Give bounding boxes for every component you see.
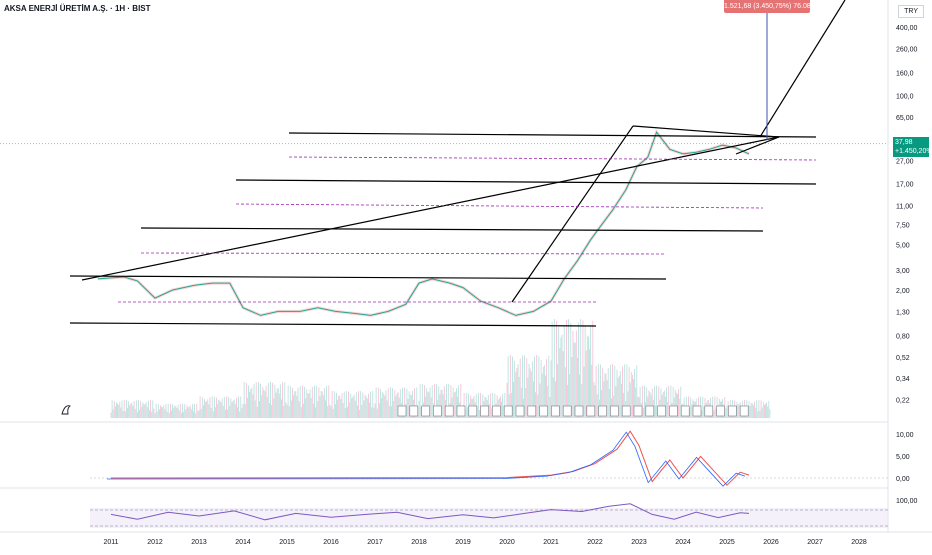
x-tick-label: 2022 <box>587 539 603 546</box>
earnings-event-marker <box>633 405 643 417</box>
macd-line <box>106 431 746 487</box>
x-tick-label: 2021 <box>543 539 559 546</box>
trend-line <box>235 179 817 185</box>
macd-y-tick-label: 0,00 <box>896 476 910 483</box>
trend-line <box>288 132 817 138</box>
y-tick-label: 1,30 <box>896 309 910 316</box>
x-tick-label: 2014 <box>235 539 251 546</box>
measure-label: 1.521,68 (3.450,75%) 76.084 <box>724 0 815 13</box>
x-tick-label: 2018 <box>411 539 427 546</box>
x-tick-label: 2016 <box>323 539 339 546</box>
earnings-event-marker <box>621 405 631 417</box>
earnings-event-marker <box>551 405 560 417</box>
y-tick-label: 7,50 <box>896 222 910 229</box>
y-tick-label: 27,00 <box>896 159 914 166</box>
x-tick-label: 2023 <box>631 539 647 546</box>
macd-y-tick-label: 5,00 <box>896 454 910 461</box>
dashed-level <box>235 203 764 209</box>
tv-logo-icon <box>61 405 71 415</box>
x-tick-label: 2013 <box>191 539 207 546</box>
earnings-event-marker <box>492 405 501 417</box>
x-tick-label: 2015 <box>279 539 295 546</box>
earnings-event-marker <box>421 405 430 417</box>
earnings-event-marker <box>598 405 607 417</box>
earnings-event-marker <box>562 405 572 417</box>
earnings-event-marker <box>645 405 655 417</box>
y-tick-label: 260,00 <box>896 46 918 53</box>
earnings-event-marker <box>680 405 690 417</box>
earnings-event-marker <box>657 405 666 417</box>
y-tick-label: 0,34 <box>896 376 910 383</box>
earnings-event-marker <box>444 405 454 417</box>
earnings-event-marker <box>669 405 678 417</box>
price-series <box>97 131 750 316</box>
earnings-event-marker <box>704 405 714 417</box>
earnings-event-marker <box>574 405 584 417</box>
trend-line <box>759 0 846 138</box>
y-tick-label: 400,00 <box>896 25 918 32</box>
earnings-event-marker <box>728 405 737 417</box>
earnings-event-marker <box>610 405 619 417</box>
earnings-event-marker <box>433 405 442 417</box>
trend-line <box>69 322 597 327</box>
earnings-event-marker <box>503 405 513 417</box>
earnings-event-marker <box>480 405 489 417</box>
trend-line <box>69 275 667 280</box>
dashed-level <box>288 156 817 161</box>
rsi-y-tick-label: 100,00 <box>896 498 918 505</box>
price-series-shadow <box>97 129 750 317</box>
trend-line <box>140 227 764 232</box>
x-tick-label: 2012 <box>147 539 163 546</box>
y-tick-label: 17,00 <box>896 182 914 189</box>
currency-label[interactable]: TRY <box>898 5 924 18</box>
trend-line <box>81 136 780 281</box>
y-tick-label: 2,00 <box>896 288 910 295</box>
y-tick-label: 0,80 <box>896 334 910 341</box>
earnings-event-marker <box>716 405 725 417</box>
x-tick-label: 2028 <box>851 539 867 546</box>
trend-line <box>511 125 634 303</box>
x-tick-label: 2019 <box>455 539 471 546</box>
y-tick-label: 0,52 <box>896 355 910 362</box>
rsi-band <box>90 508 888 528</box>
earnings-event-marker <box>739 405 749 417</box>
x-tick-label: 2017 <box>367 539 383 546</box>
x-tick-label: 2026 <box>763 539 779 546</box>
y-tick-label: 0,22 <box>896 398 910 405</box>
last-price-tag: 37,98 +1.450,20% <box>893 137 932 157</box>
y-tick-label: 3,00 <box>896 268 910 275</box>
last-price-value: 37,98 <box>895 139 913 146</box>
macd-y-tick-label: 10,00 <box>896 432 914 439</box>
y-tick-label: 160,0 <box>896 70 914 77</box>
last-price-change: +1.450,20% <box>895 148 932 155</box>
y-tick-label: 100,0 <box>896 94 914 101</box>
x-tick-label: 2027 <box>807 539 823 546</box>
dashed-level <box>140 252 667 255</box>
earnings-event-marker <box>515 405 525 417</box>
y-tick-label: 65,00 <box>896 115 914 122</box>
macd-signal-line <box>110 430 750 486</box>
x-tick-label: 2020 <box>499 539 515 546</box>
y-tick-label: 11,00 <box>896 203 913 210</box>
earnings-event-marker <box>692 405 702 417</box>
x-tick-label: 2025 <box>719 539 735 546</box>
earnings-event-marker <box>456 405 466 417</box>
earnings-event-marker <box>468 405 478 417</box>
trend-line <box>632 125 780 138</box>
earnings-event-marker <box>397 405 407 417</box>
trend-line <box>735 136 780 155</box>
chart-title: AKSA ENERJİ ÜRETİM A.Ş. · 1H · BIST <box>4 4 151 13</box>
earnings-event-marker <box>527 405 537 417</box>
y-tick-label: 5,00 <box>896 242 910 249</box>
x-tick-label: 2024 <box>675 539 691 546</box>
rsi-line <box>110 503 750 521</box>
earnings-event-marker <box>409 405 419 417</box>
earnings-event-marker <box>539 405 548 417</box>
x-tick-label: 2011 <box>103 539 118 546</box>
earnings-event-marker <box>586 405 596 417</box>
